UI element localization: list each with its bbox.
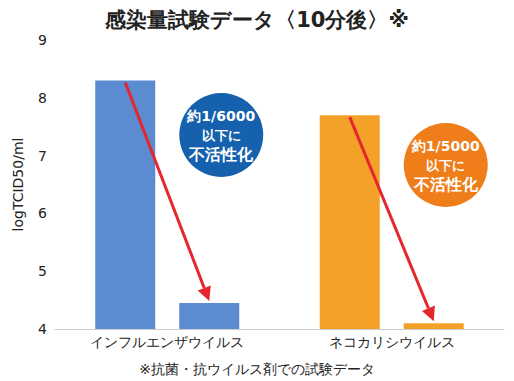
svg-text:7: 7 xyxy=(38,148,47,164)
svg-text:以下に: 以下に xyxy=(202,128,241,143)
svg-text:感染量試験データ〈10分後〉※: 感染量試験データ〈10分後〉※ xyxy=(104,8,409,32)
svg-text:不活性化: 不活性化 xyxy=(413,175,479,194)
svg-text:4: 4 xyxy=(38,321,47,337)
svg-text:不活性化: 不活性化 xyxy=(188,145,254,164)
svg-text:logTCID50/ml: logTCID50/ml xyxy=(10,138,26,232)
svg-text:8: 8 xyxy=(38,90,47,106)
svg-text:約1/5000: 約1/5000 xyxy=(411,138,480,154)
svg-text:6: 6 xyxy=(38,205,47,221)
svg-text:5: 5 xyxy=(38,263,47,279)
svg-text:9: 9 xyxy=(38,32,47,48)
svg-text:約1/6000: 約1/6000 xyxy=(186,108,255,124)
svg-text:※抗菌・抗ウイルス剤での試験データ: ※抗菌・抗ウイルス剤での試験データ xyxy=(139,361,375,377)
svg-text:以下に: 以下に xyxy=(426,158,465,173)
svg-text:インフルエンザウイルス: インフルエンザウイルス xyxy=(90,334,244,350)
svg-text:ネコカリシウイルス: ネコカリシウイルス xyxy=(329,334,455,350)
